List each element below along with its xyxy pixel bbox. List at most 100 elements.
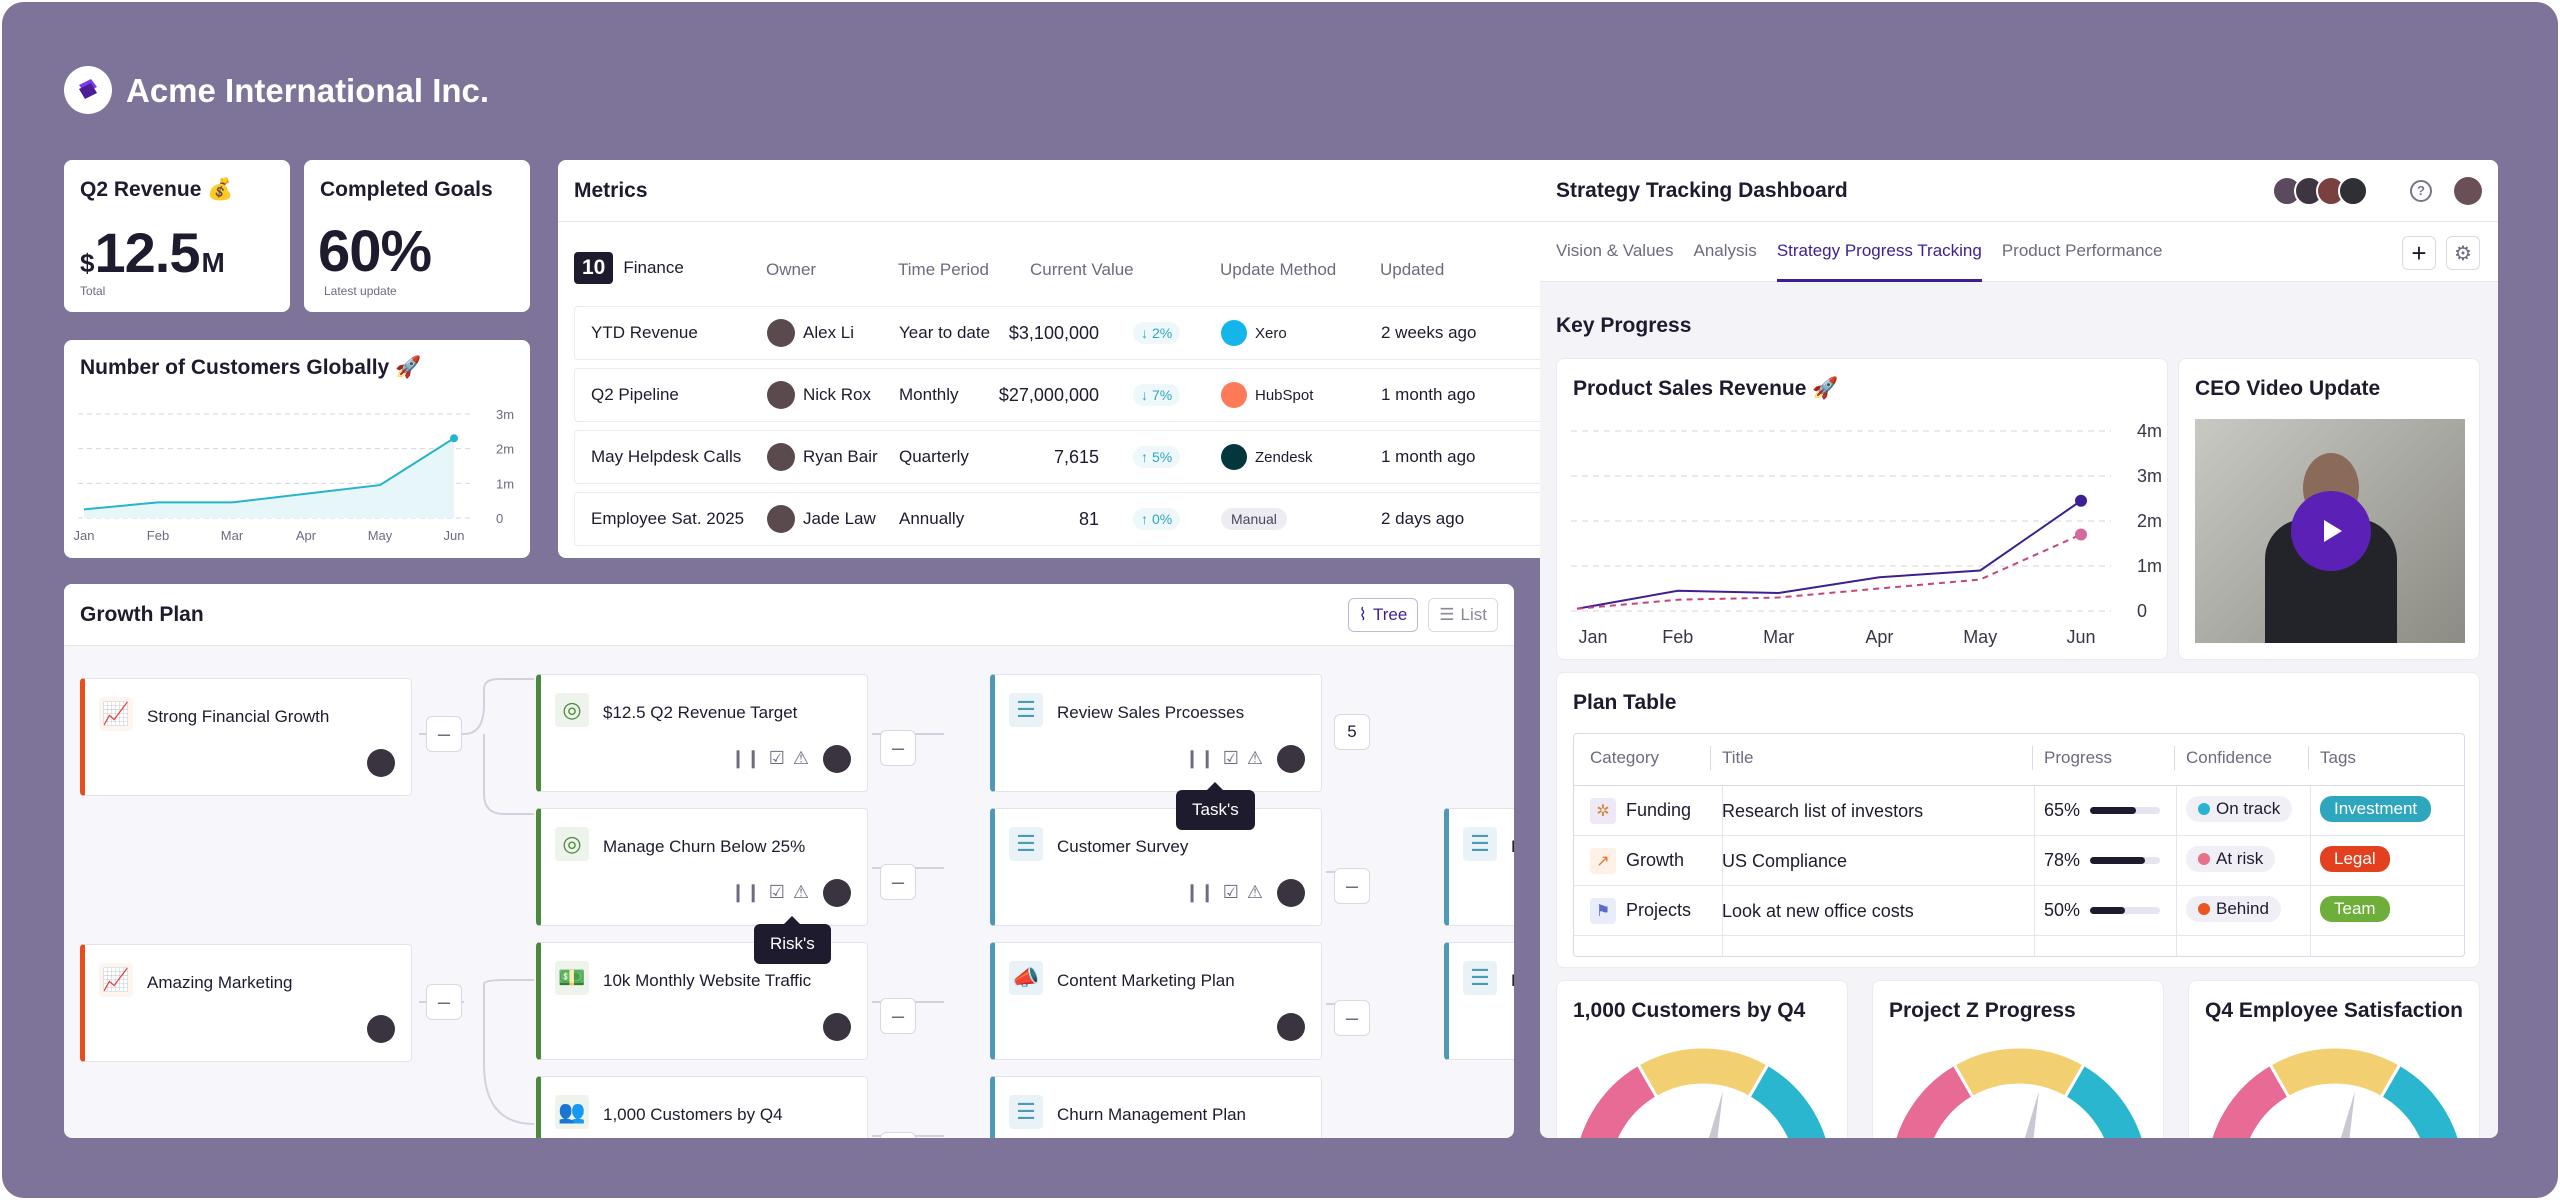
plan-progress: 78% [2044,850,2161,871]
node-owner-avatar[interactable] [1277,1013,1305,1041]
checklist-icon: ☰ [1009,827,1043,861]
zendesk-icon [1221,444,1247,470]
warning-icon[interactable]: ⚠ [792,882,809,902]
growth-plan-card: Growth Plan ⌇ Tree ☰ List 📈 Strong Financia… [64,584,1514,1138]
node-title: Customer Survey [1057,837,1189,856]
column-divider [2174,746,2175,770]
warning-icon[interactable]: ⚠ [1246,748,1263,768]
chart-icon[interactable]: ❙❙ [1184,882,1215,902]
plan-node[interactable]: ☰ Customer Survey ❙❙ ☑ ⚠ [990,808,1322,926]
y-tick-label: 2m [2137,511,2162,531]
plan-tag[interactable]: Team [2320,896,2390,922]
plan-node[interactable]: 💵 10k Monthly Website Traffic [536,942,868,1060]
collapse-button[interactable]: – [880,1132,916,1138]
plan-tag[interactable]: Legal [2320,846,2390,872]
plan-row[interactable]: ✲ Funding Research list of investors 65% On … [1574,786,2464,836]
current-value: 81 [1078,508,1099,529]
delta-badge: ↑ 0% [1133,508,1181,530]
metric-row[interactable]: Q2 Pipeline Nick Rox Monthly $27,000,000 ↓ 7%… [574,368,1998,422]
arrow-up-icon: ↑ [1141,449,1148,465]
delta-value: 7% [1152,387,1173,403]
collapse-button[interactable]: – [426,984,462,1020]
count-badge[interactable]: 5 [1334,714,1370,750]
metric-row[interactable]: YTD Revenue Alex Li Year to date $3,100,000… [574,306,1998,360]
node-owner-avatar[interactable] [823,1013,851,1041]
plan-node[interactable]: ☰ Churn Management Plan [990,1076,1322,1138]
chart-icon[interactable]: ❙❙ [730,748,761,768]
plan-tag[interactable]: Investment [2320,796,2432,822]
tree-view-button[interactable]: ⌇ Tree [1347,597,1419,632]
tab-product-performance[interactable]: Product Performance [2001,240,2163,260]
plan-table: Category Title Progress Confidence Tags ✲ Fun… [1573,733,2465,957]
list-view-button[interactable]: ☰ List [1428,597,1498,632]
money-icon: 💵 [555,961,589,995]
plan-node[interactable]: ☰ Review Sales Prcoesses ❙❙ ☑ ⚠ [990,674,1322,792]
x-tick-label: Mar [1763,627,1794,647]
node-title: Manage Churn Below 25% [603,837,806,856]
collapse-button[interactable]: – [880,864,916,900]
collapse-button[interactable]: – [426,716,462,752]
checklist-icon[interactable]: ☑ [768,748,785,768]
metric-row[interactable]: May Helpdesk Calls Ryan Bair Quarterly 7,61… [574,430,1998,484]
help-icon[interactable]: ? [2410,179,2432,202]
chart-icon[interactable]: ❙❙ [1184,748,1215,768]
status-dot [2198,803,2210,815]
add-button[interactable]: + [2402,236,2436,270]
tab-strategy-progress-tracking[interactable]: Strategy Progress Tracking [1776,222,1982,282]
plan-node[interactable]: ☰ Pl [1444,808,1514,926]
sales-title: Product Sales Revenue 🚀 [1573,377,1839,400]
gauge-title: 1,000 Customers by Q4 [1573,999,1806,1022]
delta-badge: ↑ 5% [1133,446,1181,468]
plan-row[interactable]: ↗ Growth US Compliance 78% At risk Legal [1574,836,2464,886]
plan-title: Research list of investors [1722,801,1924,821]
warning-icon[interactable]: ⚠ [792,748,809,768]
node-title: Churn Management Plan [1057,1105,1247,1124]
checklist-icon[interactable]: ☑ [1222,882,1239,902]
plan-node[interactable]: 📣 Content Marketing Plan [990,942,1322,1060]
warning-icon[interactable]: ⚠ [1246,882,1263,902]
play-button[interactable] [2291,491,2371,571]
arrow-up-icon: ↑ [1141,511,1148,527]
plan-node[interactable]: ☰ Pl [1444,942,1514,1060]
plan-node[interactable]: 📈 Amazing Marketing [80,944,412,1062]
node-owner-avatar[interactable] [823,745,851,773]
plan-row[interactable]: ⚑ Projects Look at new office costs 50% Behi… [1574,886,2464,936]
collapse-button[interactable]: – [880,730,916,766]
avatar[interactable] [2338,175,2368,206]
column-divider [2034,786,2035,956]
tab-vision-values[interactable]: Vision & Values [1556,240,1674,260]
plan-node[interactable]: 📈 Strong Financial Growth [80,678,412,796]
tab-analysis[interactable]: Analysis [1693,240,1757,260]
x-tick-label: Jun [2066,627,2095,647]
goals-title: Completed Goals [320,178,493,201]
collapse-button[interactable]: – [1334,868,1370,904]
node-owner-avatar[interactable] [1277,745,1305,773]
user-avatar[interactable] [2454,176,2482,205]
node-owner-avatar[interactable] [367,749,395,777]
plan-node[interactable]: ◎ $12.5 Q2 Revenue Target ❙❙ ☑ ⚠ [536,674,868,792]
current-value: 7,615 [1053,446,1099,467]
node-owner-avatar[interactable] [367,1015,395,1043]
plan-title: US Compliance [1722,851,1848,871]
y-tick-label: 0 [2137,601,2147,621]
projects-icon: ⚑ [1590,898,1616,924]
owner-avatar [767,381,795,409]
checklist-icon[interactable]: ☑ [1222,748,1239,768]
checklist-icon[interactable]: ☑ [768,882,785,902]
metrics-group[interactable]: Finance [623,258,684,277]
collapse-button[interactable]: – [880,998,916,1034]
plan-node[interactable]: ◎ Manage Churn Below 25% ❙❙ ☑ ⚠ [536,808,868,926]
plan-category: Funding [1626,800,1692,820]
col-period: Time Period [898,260,990,279]
node-owner-avatar[interactable] [823,879,851,907]
node-owner-avatar[interactable] [1277,879,1305,907]
video-player[interactable] [2195,419,2465,643]
plan-category: Growth [1626,850,1685,870]
chart-icon[interactable]: ❙❙ [730,882,761,902]
plan-node[interactable]: 👥 1,000 Customers by Q4 [536,1076,868,1138]
metric-row[interactable]: Employee Sat. 2025 Jade Law Annually 81 ↑ 0% M… [574,492,1998,546]
update-method: Manual [1221,508,1287,530]
collapse-button[interactable]: – [1334,1000,1370,1036]
strategy-card: Strategy Tracking Dashboard ? Vision & V… [1540,160,2498,1138]
settings-button[interactable]: ⚙ [2446,236,2480,270]
